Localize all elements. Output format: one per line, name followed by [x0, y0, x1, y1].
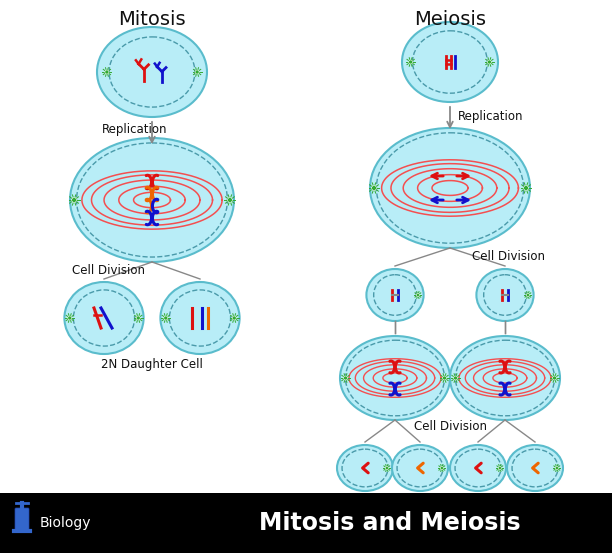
- Text: Mitosis and Meiosis: Mitosis and Meiosis: [259, 511, 521, 535]
- Text: 2N Daughter Cell: 2N Daughter Cell: [101, 358, 203, 371]
- Circle shape: [524, 186, 528, 190]
- Text: Cell Division: Cell Division: [472, 250, 545, 263]
- Circle shape: [195, 70, 199, 74]
- Circle shape: [416, 294, 419, 296]
- Circle shape: [228, 197, 233, 202]
- Ellipse shape: [450, 336, 560, 420]
- Circle shape: [553, 376, 556, 380]
- Ellipse shape: [402, 22, 498, 102]
- Circle shape: [164, 316, 168, 320]
- Circle shape: [526, 294, 529, 296]
- Circle shape: [105, 70, 109, 74]
- Ellipse shape: [392, 445, 448, 491]
- Ellipse shape: [160, 282, 240, 354]
- Text: Cell Division: Cell Division: [72, 264, 145, 277]
- Ellipse shape: [367, 269, 424, 321]
- Circle shape: [385, 466, 389, 469]
- Ellipse shape: [450, 445, 506, 491]
- Circle shape: [343, 376, 348, 380]
- Circle shape: [232, 316, 236, 320]
- FancyBboxPatch shape: [15, 508, 29, 530]
- Circle shape: [136, 316, 140, 320]
- Ellipse shape: [476, 269, 534, 321]
- Circle shape: [498, 466, 501, 469]
- Ellipse shape: [97, 27, 207, 117]
- Circle shape: [487, 60, 491, 64]
- Ellipse shape: [64, 282, 144, 354]
- Circle shape: [72, 197, 76, 202]
- Text: Meiosis: Meiosis: [414, 10, 486, 29]
- Text: Mitosis: Mitosis: [118, 10, 186, 29]
- Circle shape: [440, 466, 444, 469]
- Circle shape: [453, 376, 458, 380]
- Circle shape: [371, 186, 376, 190]
- Text: Replication: Replication: [458, 110, 523, 123]
- Text: Cell Division: Cell Division: [414, 420, 487, 433]
- Bar: [0, 493, 612, 553]
- Ellipse shape: [337, 445, 393, 491]
- Ellipse shape: [370, 128, 530, 248]
- Circle shape: [68, 316, 72, 320]
- Circle shape: [555, 466, 558, 469]
- Circle shape: [409, 60, 412, 64]
- Ellipse shape: [340, 336, 450, 420]
- Circle shape: [442, 376, 447, 380]
- Text: Replication: Replication: [102, 123, 168, 136]
- Ellipse shape: [70, 138, 234, 262]
- Ellipse shape: [507, 445, 563, 491]
- Text: Biology: Biology: [40, 516, 92, 530]
